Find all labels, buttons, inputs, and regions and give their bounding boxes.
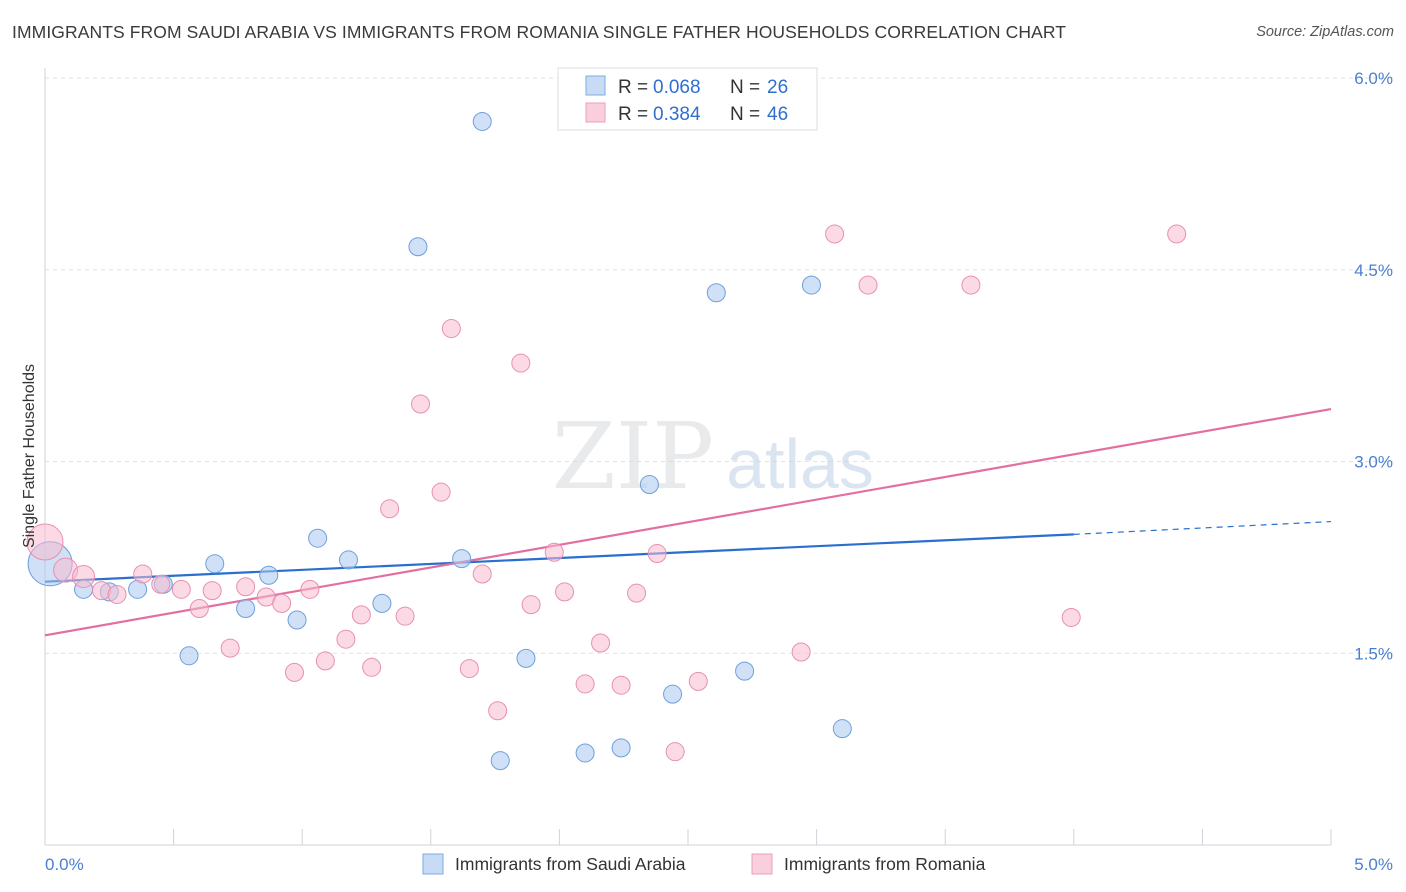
point-romania — [858, 275, 878, 295]
point-romania — [411, 394, 431, 414]
point-romania — [362, 657, 382, 677]
chart-title: IMMIGRANTS FROM SAUDI ARABIA VS IMMIGRAN… — [12, 22, 1067, 42]
point-romania — [555, 582, 575, 602]
point-romania — [591, 633, 611, 653]
point-saudi-arabia — [179, 646, 199, 666]
point-saudi-arabia — [338, 550, 358, 570]
point-romania — [202, 581, 222, 601]
point-romania — [611, 675, 631, 695]
point-saudi-arabia — [575, 743, 595, 763]
legend-r-label-1: R = — [618, 77, 648, 98]
point-romania — [72, 565, 96, 589]
x-tick-label-max: 5.0% — [1354, 855, 1393, 874]
data-points — [26, 111, 1187, 771]
y-axis-label: Single Father Households — [21, 364, 38, 548]
point-saudi-arabia — [287, 610, 307, 630]
point-romania — [1061, 607, 1081, 627]
legend-top: R = 0.068 N = 26 R = 0.384 N = 46 — [557, 67, 818, 131]
point-romania — [472, 564, 492, 584]
point-saudi-arabia — [801, 275, 821, 295]
point-romania — [647, 544, 667, 564]
point-romania — [511, 353, 531, 373]
point-romania — [107, 584, 127, 604]
point-saudi-arabia — [452, 549, 472, 569]
point-saudi-arabia — [205, 554, 225, 574]
point-saudi-arabia — [259, 565, 279, 585]
gridlines — [45, 77, 1393, 654]
point-romania — [665, 742, 685, 762]
y-tick-label: 3.0% — [1354, 453, 1393, 472]
point-romania — [395, 606, 415, 626]
point-romania — [441, 319, 461, 339]
trend-line-saudi-arabia-extension — [1073, 520, 1332, 535]
point-saudi-arabia — [308, 528, 328, 548]
point-romania — [521, 595, 541, 615]
y-tick-label: 1.5% — [1354, 644, 1393, 663]
point-saudi-arabia — [639, 475, 659, 495]
point-romania — [351, 605, 371, 625]
x-ticks — [173, 829, 1332, 845]
point-romania — [272, 593, 292, 613]
point-romania — [688, 671, 708, 691]
point-saudi-arabia — [472, 111, 492, 131]
point-romania — [189, 599, 209, 619]
bottom-legend-label-saudi: Immigrants from Saudi Arabia — [455, 854, 686, 874]
point-saudi-arabia — [611, 738, 631, 758]
legend-bottom: Immigrants from Saudi Arabia Immigrants … — [422, 853, 986, 875]
point-romania — [315, 651, 335, 671]
point-romania — [220, 638, 240, 658]
point-romania — [459, 659, 479, 679]
legend-r-value-2: 0.384 — [653, 104, 701, 125]
point-romania — [284, 662, 304, 682]
point-saudi-arabia — [663, 684, 683, 704]
point-romania — [236, 577, 256, 597]
watermark-atlas: atlas — [726, 425, 874, 503]
x-tick-label-min: 0.0% — [45, 855, 84, 874]
point-romania — [133, 564, 153, 584]
point-saudi-arabia — [490, 751, 510, 771]
legend-r-value-1: 0.068 — [653, 77, 701, 98]
legend-n-label-2: N = — [730, 104, 760, 125]
watermark: ZIP atlas — [552, 403, 874, 510]
point-romania — [431, 482, 451, 502]
point-saudi-arabia — [372, 593, 392, 613]
point-saudi-arabia — [735, 661, 755, 681]
y-tick-label: 6.0% — [1354, 69, 1393, 88]
point-romania — [171, 579, 191, 599]
legend-n-label-1: N = — [730, 77, 760, 98]
chart-source: Source: ZipAtlas.com — [1256, 24, 1394, 40]
point-saudi-arabia — [408, 237, 428, 257]
point-romania — [825, 224, 845, 244]
legend-n-value-1: 26 — [767, 77, 788, 98]
point-saudi-arabia — [706, 283, 726, 303]
point-romania — [380, 499, 400, 519]
point-romania — [544, 542, 564, 562]
point-saudi-arabia — [516, 648, 536, 668]
point-romania — [26, 523, 64, 561]
legend-swatch-saudi — [585, 75, 606, 96]
watermark-zip: ZIP — [552, 403, 714, 510]
bottom-legend-swatch-romania — [751, 853, 773, 875]
y-tick-label: 4.5% — [1354, 261, 1393, 280]
point-romania — [575, 674, 595, 694]
legend-n-value-2: 46 — [767, 104, 788, 125]
point-romania — [627, 583, 647, 603]
bottom-legend-swatch-saudi — [422, 853, 444, 875]
point-saudi-arabia — [236, 599, 256, 619]
point-romania — [961, 275, 981, 295]
point-romania — [300, 579, 320, 599]
point-romania — [488, 701, 508, 721]
bottom-legend-label-romania: Immigrants from Romania — [784, 854, 986, 874]
point-romania — [1167, 224, 1187, 244]
legend-r-label-2: R = — [618, 104, 648, 125]
point-romania — [336, 629, 356, 649]
point-romania — [791, 642, 811, 662]
point-romania — [151, 574, 171, 594]
legend-swatch-romania — [585, 102, 606, 123]
y-tick-labels: 1.5% 3.0% 4.5% 6.0% — [1354, 69, 1393, 663]
point-saudi-arabia — [832, 719, 852, 739]
